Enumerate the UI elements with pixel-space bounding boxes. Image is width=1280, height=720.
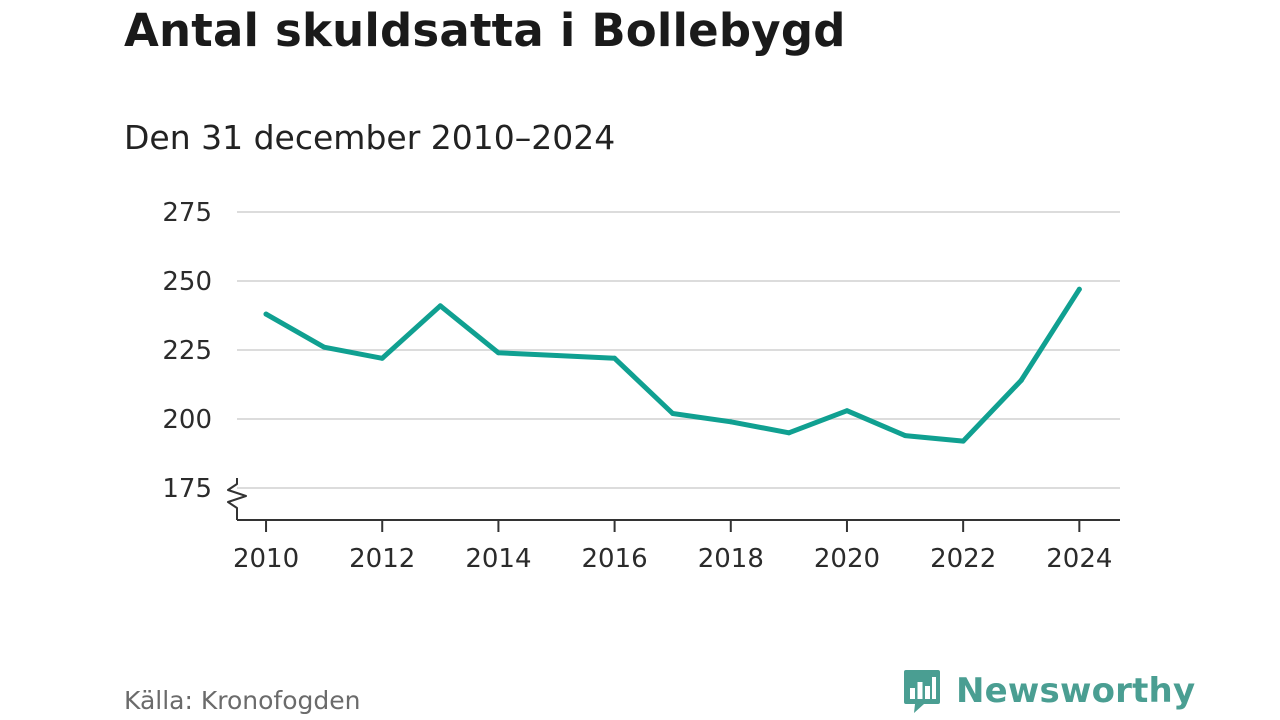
chart-subtitle: Den 31 december 2010–2024: [124, 118, 616, 157]
data-point-2022: [960, 438, 966, 444]
data-point-2021: [902, 433, 908, 439]
x-tick-label-2016: 2016: [582, 544, 648, 574]
chart-title: Antal skuldsatta i Bollebygd: [124, 4, 846, 57]
line-chart: 175 200 225 250 275 2010 2012 2014 2016 2018 2020…: [162, 198, 1120, 574]
y-tick-label-200: 200: [162, 405, 212, 435]
x-axis-ticks: 2010 2012 2014 2016 2018 2020 2022 2024: [233, 520, 1112, 574]
y-tick-label-275: 275: [162, 198, 212, 228]
x-tick-label-2012: 2012: [349, 544, 415, 574]
data-point-2012: [379, 355, 385, 361]
y-tick-label-250: 250: [162, 267, 212, 297]
axis-break-marker: [227, 478, 247, 520]
data-point-2013: [437, 303, 443, 309]
data-point-2024: [1076, 286, 1082, 292]
x-tick-label-2010: 2010: [233, 544, 299, 574]
x-tick-label-2014: 2014: [465, 544, 531, 574]
data-point-2011: [321, 344, 327, 350]
x-tick-label-2022: 2022: [930, 544, 996, 574]
x-tick-label-2020: 2020: [814, 544, 880, 574]
data-point-2010: [263, 311, 269, 317]
data-point-2015: [554, 353, 560, 359]
grid-lines: [237, 211, 1120, 489]
x-tick-label-2024: 2024: [1046, 544, 1112, 574]
data-point-2016: [612, 355, 618, 361]
y-tick-label-175: 175: [162, 474, 212, 504]
source-note: Källa: Kronofogden: [124, 686, 361, 715]
data-point-2018: [728, 419, 734, 425]
data-point-2014: [495, 350, 501, 356]
y-axis-ticks: 175 200 225 250 275: [162, 198, 212, 504]
data-point-2023: [1018, 377, 1024, 383]
series: [263, 286, 1082, 444]
x-tick-label-2018: 2018: [698, 544, 764, 574]
brand-name: Newsworthy: [956, 671, 1196, 711]
x-axis: [227, 478, 1120, 521]
data-point-2019: [786, 430, 792, 436]
data-point-2020: [844, 408, 850, 414]
brand-logo: Newsworthy: [902, 668, 1195, 714]
bar-chart-speech-bubble-icon: [904, 670, 940, 713]
data-point-2017: [670, 410, 676, 416]
y-tick-label-225: 225: [162, 336, 212, 366]
